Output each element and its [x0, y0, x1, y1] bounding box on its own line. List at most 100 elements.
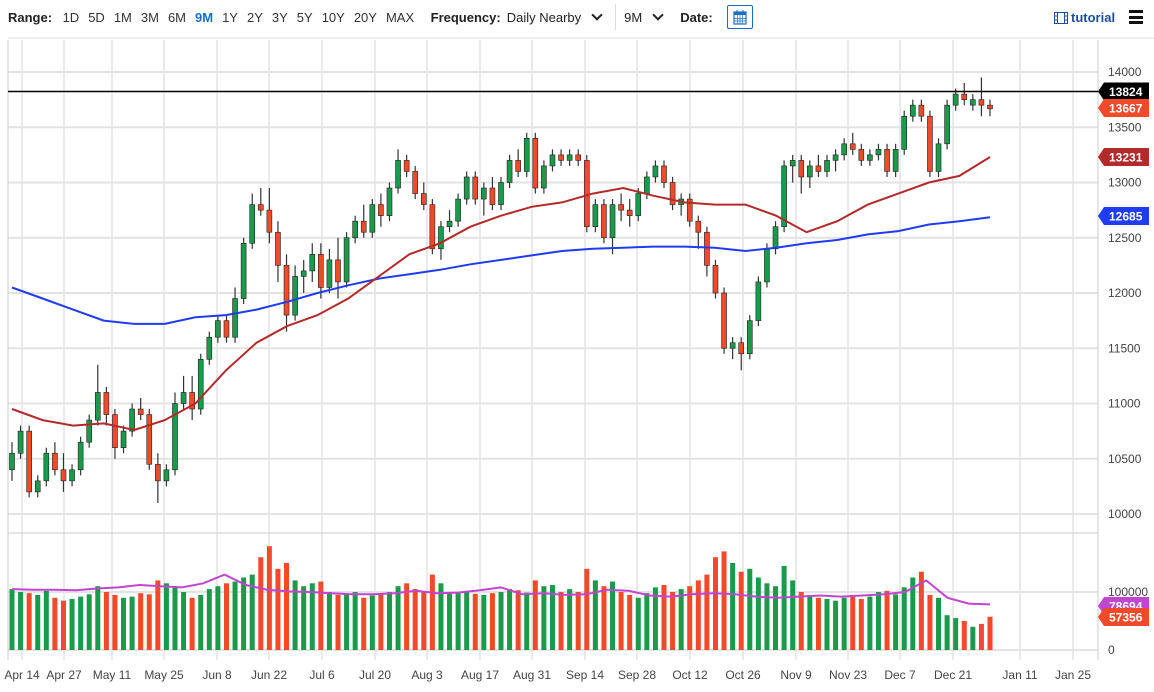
volume-bar	[644, 593, 650, 650]
candle-body	[120, 430, 127, 449]
range-3y[interactable]: 3Y	[271, 9, 288, 25]
range-1d[interactable]: 1D	[62, 9, 80, 25]
range-5y[interactable]: 5Y	[296, 9, 313, 25]
date-tick-label: Sep 14	[566, 668, 604, 682]
frequency-dropdown[interactable]: Daily Nearby	[506, 9, 609, 25]
volume-bar	[78, 596, 84, 650]
volume-bar	[309, 583, 315, 650]
range-10y[interactable]: 10Y	[321, 9, 345, 25]
candle-body	[952, 93, 959, 106]
volume-bar	[687, 586, 693, 650]
volume-bar	[163, 583, 169, 650]
volume-bar	[292, 580, 298, 650]
volume-bar	[541, 586, 547, 650]
volume-bar	[121, 597, 127, 650]
volume-bar	[489, 593, 495, 650]
range-9m[interactable]: 9M	[195, 9, 214, 25]
volume-bar	[275, 568, 281, 650]
candle-body	[798, 160, 805, 178]
range-20y[interactable]: 20Y	[353, 9, 377, 25]
candle-body	[927, 115, 933, 172]
date-tick-label: Nov 9	[780, 668, 812, 682]
candle-body	[824, 160, 830, 172]
volume-bar	[146, 594, 152, 650]
volume-bar	[206, 589, 212, 650]
candle-body	[626, 209, 633, 216]
ma200-tag-bg	[1098, 207, 1149, 225]
candle-body	[481, 187, 487, 200]
date-tick-label: Sep 28	[618, 668, 656, 682]
date-tick-label: Aug 17	[461, 668, 499, 682]
volume-bar	[386, 592, 392, 650]
candle-body	[215, 320, 221, 338]
candle-body	[197, 358, 204, 410]
candle-body	[661, 165, 667, 183]
candle-body	[26, 430, 32, 493]
candle-body	[232, 298, 238, 338]
period-dropdown[interactable]: 9M	[624, 9, 670, 25]
candle-body	[909, 104, 916, 117]
candle-body	[686, 198, 693, 222]
volume-bar	[344, 594, 350, 650]
volume-bar	[335, 594, 341, 650]
candle-body	[9, 452, 15, 471]
range-5d[interactable]: 5D	[88, 9, 105, 25]
range-max[interactable]: MAX	[385, 9, 415, 25]
volume-bar	[215, 586, 221, 650]
range-1m[interactable]: 1M	[113, 9, 132, 25]
volume-bar	[69, 598, 75, 650]
volume-bar	[266, 546, 272, 650]
range-6m[interactable]: 6M	[167, 9, 186, 25]
volume-bar	[249, 574, 255, 650]
volume-bar	[738, 571, 744, 650]
volume-bar	[910, 577, 916, 650]
candle-body	[386, 187, 393, 216]
volume-bar	[438, 583, 444, 650]
volume-bar	[781, 565, 787, 650]
candle-body	[223, 320, 230, 338]
candle-body	[970, 99, 976, 106]
candle-body	[112, 414, 118, 448]
price-tick-label: 11000	[1108, 397, 1141, 411]
candle-body	[489, 187, 496, 205]
candle-body	[875, 149, 882, 156]
volume-bar	[464, 590, 470, 650]
candle-body	[429, 204, 436, 250]
volume-bar	[421, 592, 427, 650]
tutorial-link[interactable]: tutorial	[1054, 10, 1115, 25]
range-3m[interactable]: 3M	[140, 9, 159, 25]
range-1y[interactable]: 1Y	[222, 9, 238, 25]
volume-bar	[824, 598, 830, 650]
date-tick-label: Jul 6	[309, 668, 335, 682]
volume-bar	[129, 596, 135, 650]
candle-body	[575, 154, 582, 161]
date-tick-label: May 11	[93, 668, 132, 682]
volume-bar	[155, 580, 161, 650]
candle-body	[729, 342, 736, 349]
candle-body	[446, 220, 453, 228]
range-buttons: 1D 5D 1M 3M 6M 9M 1Y 2Y 3Y 5Y 10Y 20Y MAX	[58, 10, 419, 25]
date-tick-label: Jun 8	[202, 668, 232, 682]
hamburger-menu-icon[interactable]	[1129, 10, 1143, 27]
candle-body	[635, 193, 642, 216]
candle-body	[609, 204, 616, 239]
volume-bar	[284, 563, 290, 650]
volume-bar	[532, 580, 538, 650]
volume-bar	[790, 580, 796, 650]
ma50-tag: 13231	[1109, 151, 1143, 165]
candle-body	[275, 231, 281, 266]
candle-body	[704, 231, 710, 266]
calendar-button[interactable]	[726, 5, 753, 29]
candle-body	[455, 198, 461, 222]
date-tick-label: Jan 25	[1055, 668, 1091, 682]
range-2y[interactable]: 2Y	[246, 9, 263, 25]
grid	[7, 37, 1154, 660]
candle-body	[420, 193, 427, 205]
candle-body	[17, 430, 24, 454]
candle-body	[549, 154, 556, 167]
frequency-value: Daily Nearby	[506, 9, 582, 25]
candle-body	[206, 336, 213, 360]
candle-body	[532, 138, 539, 189]
volume-bar	[352, 592, 358, 650]
